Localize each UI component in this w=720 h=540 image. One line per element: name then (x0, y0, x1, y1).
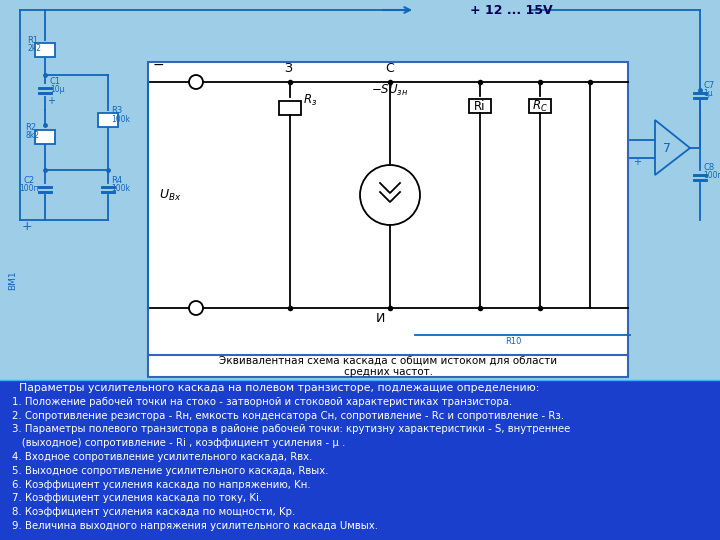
Text: З: З (284, 62, 292, 75)
Text: 9. Величина выходного напряжения усилительного каскада Uмвых.: 9. Величина выходного напряжения усилите… (12, 521, 378, 531)
Bar (35, 130, 55, 144)
Text: +: + (633, 157, 641, 167)
Text: 8. Коэффициент усиления каскада по мощности, Kp.: 8. Коэффициент усиления каскада по мощно… (12, 507, 295, 517)
Text: 4. Входное сопротивление усилительного каскада, Rвх.: 4. Входное сопротивление усилительного к… (12, 452, 312, 462)
Text: 3. Параметры полевого транзистора в районе рабочей точки: крутизну характеристик: 3. Параметры полевого транзистора в райо… (12, 424, 570, 434)
Text: 10μ: 10μ (50, 85, 65, 94)
Polygon shape (655, 120, 690, 175)
Bar (98, 113, 118, 127)
Text: + 12 ... 15V: + 12 ... 15V (470, 3, 553, 17)
Text: Ri: Ri (474, 99, 486, 112)
Text: 6. Коэффициент усиления каскада по напряжению, Kн.: 6. Коэффициент усиления каскада по напря… (12, 480, 310, 490)
Text: 2. Сопротивление резистора - Rн, емкость конденсатора Cн, сопротивление - Rc и с: 2. Сопротивление резистора - Rн, емкость… (12, 410, 564, 421)
Text: R2: R2 (25, 123, 36, 132)
Text: $-SU_{зн}$: $-SU_{зн}$ (372, 83, 409, 98)
Text: −: − (153, 58, 165, 72)
Text: BM1: BM1 (8, 270, 17, 290)
Text: C: C (386, 62, 395, 75)
Text: C2: C2 (23, 176, 34, 185)
Text: Параметры усилительного каскада на полевом транзисторе, подлежащие определению:: Параметры усилительного каскада на полев… (12, 383, 539, 393)
Bar (469, 99, 491, 113)
Text: 7. Коэффициент усиления каскада по току, Ki.: 7. Коэффициент усиления каскада по току,… (12, 494, 262, 503)
Bar (279, 101, 301, 115)
Text: 7: 7 (663, 141, 671, 154)
Text: $R_з$: $R_з$ (303, 93, 318, 108)
Text: 100k: 100k (111, 184, 130, 193)
Bar (148, 355, 628, 377)
Text: C8: C8 (703, 163, 714, 172)
Text: Эквивалентная схема каскада с общим истоком для области
средних частот.: Эквивалентная схема каскада с общим исто… (219, 355, 557, 377)
Text: И: И (375, 312, 384, 325)
Text: 1μ: 1μ (703, 89, 713, 98)
Text: R3: R3 (111, 106, 122, 115)
Text: +: + (47, 96, 55, 106)
Bar (148, 62, 628, 357)
Text: (выходное) сопротивление - Ri , коэффициент усиления - μ .: (выходное) сопротивление - Ri , коэффици… (12, 438, 346, 448)
Bar (529, 99, 551, 113)
Text: R10: R10 (505, 337, 521, 346)
Text: 1. Положение рабочей точки на стоко - затворной и стоковой характеристиках транз: 1. Положение рабочей точки на стоко - за… (12, 397, 512, 407)
Text: 2k2: 2k2 (27, 44, 41, 53)
Text: C1: C1 (50, 77, 61, 86)
Bar (0, 380, 720, 540)
Text: 8k2: 8k2 (25, 131, 39, 140)
Text: R1: R1 (27, 36, 38, 45)
Text: $R_C$: $R_C$ (532, 98, 548, 113)
Text: R4: R4 (111, 176, 122, 185)
Bar (0, 0, 720, 380)
Text: $U_{Bx}$: $U_{Bx}$ (159, 187, 181, 202)
Text: +: + (22, 220, 32, 233)
Text: 100п: 100п (19, 184, 39, 193)
Text: 100k: 100k (111, 115, 130, 124)
Text: C7: C7 (703, 81, 714, 90)
Bar (35, 43, 55, 57)
Text: 100п: 100п (703, 171, 720, 180)
Text: 5. Выходное сопротивление усилительного каскада, Rвых.: 5. Выходное сопротивление усилительного … (12, 466, 328, 476)
